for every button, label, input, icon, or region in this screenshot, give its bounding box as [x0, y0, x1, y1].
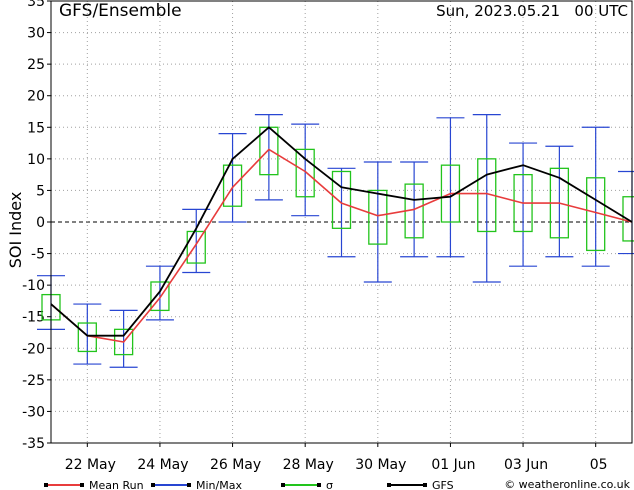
- minmax-whisker: [218, 133, 247, 223]
- y-tick-label: 20: [27, 89, 45, 105]
- legend-marker: [317, 483, 321, 487]
- x-tick-label: 28 May: [283, 457, 334, 473]
- x-tick-label: 26 May: [210, 457, 261, 473]
- legend-item: σ: [281, 479, 333, 490]
- series-layer: [37, 114, 634, 368]
- y-tick-label: -5: [31, 247, 45, 263]
- y-tick-label: 15: [27, 120, 45, 136]
- y-tick-label: -10: [22, 278, 45, 294]
- legend-label: Mean Run: [89, 479, 144, 490]
- gfs-line: [50, 126, 633, 337]
- legend-label: GFS: [432, 479, 454, 490]
- y-tick-label: -30: [22, 404, 45, 420]
- copyright-text: © weatheronline.co.uk: [504, 478, 630, 490]
- x-tick-label: 01 Jun: [431, 457, 475, 473]
- sigma-box: [331, 170, 352, 229]
- minmax-whisker: [254, 114, 283, 201]
- y-tick-label: -35: [22, 436, 45, 452]
- legend-marker: [44, 483, 48, 487]
- minmax-whisker: [509, 142, 538, 267]
- legend-marker: [80, 483, 84, 487]
- minmax-whisker: [545, 145, 574, 258]
- legend-marker: [151, 483, 155, 487]
- chart-title: GFS/Ensemble: [59, 1, 182, 21]
- mean-run-line: [50, 148, 633, 343]
- minmax-whisker: [363, 161, 392, 283]
- y-tick-label: 25: [27, 57, 45, 73]
- y-tick-label: 30: [27, 26, 45, 42]
- legend-label: Min/Max: [196, 479, 242, 490]
- minmax-whisker: [581, 126, 610, 267]
- minmax-whisker: [472, 114, 501, 283]
- legend-item: Min/Max: [151, 479, 242, 490]
- y-tick-label: 35: [27, 0, 45, 10]
- sigma-box: [150, 281, 170, 312]
- x-axis-ticks: 22 May 24 May 26 May 28 May 30 May 01 Jun 03 J…: [65, 443, 608, 473]
- y-tick-label: -25: [22, 373, 45, 389]
- y-axis-ticks: 35 30 25 20 15 10 5 0 -5 -10 -15 -20 -25 -30 -35: [22, 0, 51, 452]
- minmax-whisker: [291, 123, 320, 217]
- legend-item: Mean Run: [44, 479, 144, 490]
- x-tick-label: 22 May: [65, 457, 116, 473]
- sigma-box: [368, 189, 388, 245]
- sigma-box: [222, 164, 243, 207]
- legend-marker: [187, 483, 191, 487]
- y-axis-label: SOI Index: [6, 192, 25, 269]
- y-tick-label: -20: [22, 341, 45, 357]
- y-tick-label: 10: [27, 152, 45, 168]
- legend-marker: [387, 483, 391, 487]
- sigma-box: [295, 148, 315, 198]
- minmax-whisker: [73, 303, 102, 365]
- chart-timestamp: Sun, 2023.05.21 00 UTC: [436, 2, 628, 20]
- minmax-whisker: [109, 309, 138, 368]
- x-tick-label: 05: [590, 457, 608, 473]
- legend-marker: [281, 483, 285, 487]
- y-tick-label: -15: [22, 310, 45, 326]
- legend-label: σ: [326, 479, 333, 490]
- y-tick-label: 0: [36, 215, 45, 231]
- minmax-whisker: [327, 167, 356, 258]
- legend-marker: [423, 483, 427, 487]
- x-tick-label: 24 May: [137, 457, 188, 473]
- minmax-whisker: [436, 117, 465, 258]
- sigma-box: [186, 230, 206, 264]
- y-tick-label: 5: [36, 183, 45, 199]
- legend: Mean Run Min/Max σ GFS: [44, 479, 454, 490]
- x-tick-label: 30 May: [355, 457, 406, 473]
- x-tick-label: 03 Jun: [504, 457, 548, 473]
- legend-item: GFS: [387, 479, 454, 490]
- sigma-box: [113, 328, 134, 356]
- plot-frame: [50, 0, 633, 444]
